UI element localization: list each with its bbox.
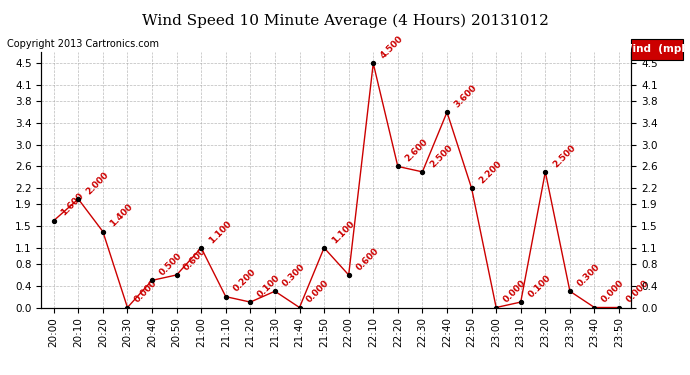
Text: 1.100: 1.100 <box>330 219 356 245</box>
Point <box>220 294 231 300</box>
Point <box>368 60 379 66</box>
Text: Wind Speed 10 Minute Average (4 Hours) 20131012: Wind Speed 10 Minute Average (4 Hours) 2… <box>141 13 549 27</box>
Point <box>294 304 305 310</box>
Text: 2.600: 2.600 <box>404 137 430 164</box>
Point <box>269 288 280 294</box>
Point <box>72 196 83 202</box>
Text: 0.600: 0.600 <box>354 246 380 272</box>
Point <box>319 245 330 251</box>
Point <box>466 185 477 191</box>
Text: 2.000: 2.000 <box>83 170 110 196</box>
Point <box>393 164 404 170</box>
Text: 1.400: 1.400 <box>108 202 135 229</box>
Point <box>515 299 526 305</box>
Point <box>146 278 157 284</box>
Point <box>491 304 502 310</box>
Text: 2.500: 2.500 <box>428 143 454 169</box>
Text: 0.100: 0.100 <box>526 273 553 299</box>
Point <box>97 228 108 234</box>
Point <box>613 304 624 310</box>
Point <box>171 272 182 278</box>
Point <box>343 272 354 278</box>
Point <box>245 299 256 305</box>
Text: Copyright 2013 Cartronics.com: Copyright 2013 Cartronics.com <box>7 39 159 50</box>
Text: 0.500: 0.500 <box>157 251 184 278</box>
Text: 0.000: 0.000 <box>502 279 528 305</box>
Point <box>48 218 59 224</box>
Text: 0.200: 0.200 <box>231 268 257 294</box>
Point <box>122 304 133 310</box>
Point <box>442 109 453 115</box>
Text: 0.100: 0.100 <box>256 273 282 299</box>
Text: 0.300: 0.300 <box>280 262 306 288</box>
Text: 3.600: 3.600 <box>453 83 479 110</box>
Text: 0.000: 0.000 <box>133 279 159 305</box>
Text: 0.000: 0.000 <box>305 279 331 305</box>
Text: 2.200: 2.200 <box>477 159 504 185</box>
Point <box>540 169 551 175</box>
Point <box>196 245 207 251</box>
Point <box>589 304 600 310</box>
Text: Wind  (mph): Wind (mph) <box>621 45 690 54</box>
Text: 0.000: 0.000 <box>624 279 651 305</box>
Text: 1.100: 1.100 <box>207 219 233 245</box>
Point <box>564 288 575 294</box>
Text: 4.500: 4.500 <box>379 34 405 61</box>
Text: 0.300: 0.300 <box>575 262 602 288</box>
Text: 2.500: 2.500 <box>551 143 577 169</box>
Text: 0.000: 0.000 <box>600 279 626 305</box>
Point <box>417 169 428 175</box>
Text: 0.600: 0.600 <box>182 246 208 272</box>
Text: 1.600: 1.600 <box>59 192 86 218</box>
